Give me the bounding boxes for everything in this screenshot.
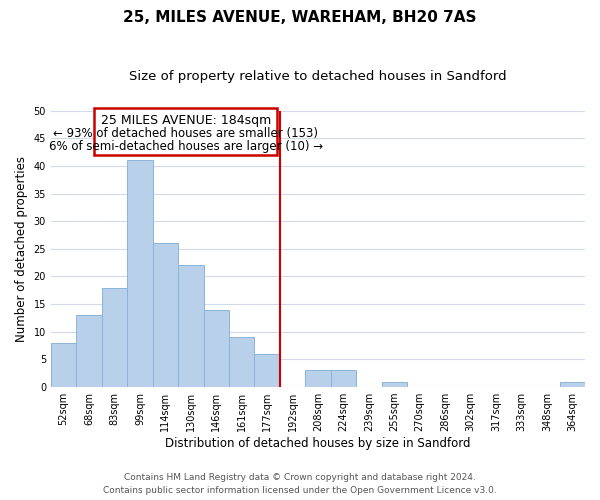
Bar bbox=[94, 108, 277, 155]
Text: 25 MILES AVENUE: 184sqm: 25 MILES AVENUE: 184sqm bbox=[101, 114, 271, 128]
Bar bbox=[560, 382, 585, 387]
Y-axis label: Number of detached properties: Number of detached properties bbox=[15, 156, 28, 342]
Text: 25, MILES AVENUE, WAREHAM, BH20 7AS: 25, MILES AVENUE, WAREHAM, BH20 7AS bbox=[123, 10, 477, 25]
Text: Contains HM Land Registry data © Crown copyright and database right 2024.
Contai: Contains HM Land Registry data © Crown c… bbox=[103, 474, 497, 495]
Text: ← 93% of detached houses are smaller (153): ← 93% of detached houses are smaller (15… bbox=[53, 127, 318, 140]
Bar bbox=[76, 315, 102, 387]
X-axis label: Distribution of detached houses by size in Sandford: Distribution of detached houses by size … bbox=[165, 437, 471, 450]
Bar bbox=[382, 382, 407, 387]
Bar bbox=[178, 266, 203, 387]
Bar bbox=[127, 160, 152, 387]
Bar bbox=[203, 310, 229, 387]
Text: 6% of semi-detached houses are larger (10) →: 6% of semi-detached houses are larger (1… bbox=[49, 140, 323, 153]
Bar bbox=[102, 288, 127, 387]
Bar bbox=[51, 343, 76, 387]
Bar bbox=[152, 244, 178, 387]
Title: Size of property relative to detached houses in Sandford: Size of property relative to detached ho… bbox=[129, 70, 507, 83]
Bar bbox=[331, 370, 356, 387]
Bar bbox=[254, 354, 280, 387]
Bar bbox=[305, 370, 331, 387]
Bar bbox=[229, 338, 254, 387]
